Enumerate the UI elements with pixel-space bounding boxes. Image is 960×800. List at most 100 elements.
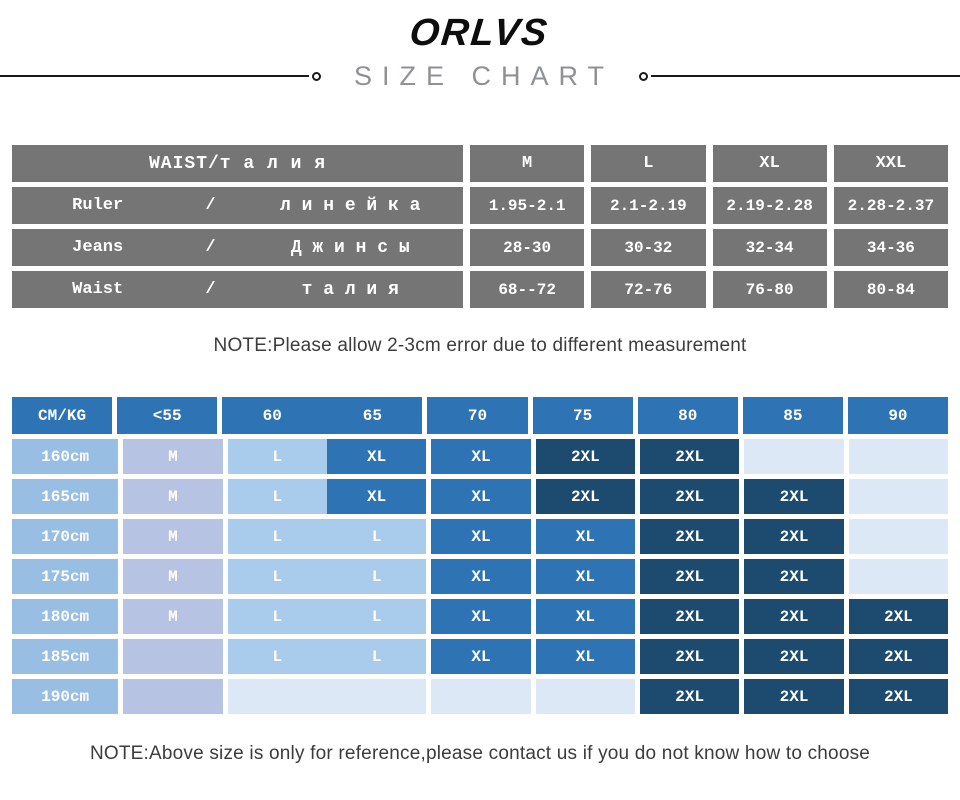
- size-cell: M: [123, 479, 223, 514]
- row-label-en: Waist: [72, 280, 124, 299]
- grid-col-header: 80: [637, 397, 738, 434]
- size-cell: [848, 439, 949, 474]
- size-cell: XL: [535, 639, 636, 674]
- size-cell: [123, 639, 223, 674]
- grid-row-label: 160cm: [12, 439, 119, 474]
- size-cell: 2XL: [744, 599, 844, 634]
- grid-col-header: 70: [427, 397, 528, 434]
- table-row-ruler: Ruler / л и н е й к а 1.95-2.1 2.1-2.19 …: [12, 187, 948, 224]
- table-row-jeans: Jeans / Д ж и н с ы 28-30 30-32 32-34 34…: [12, 229, 948, 266]
- grid-row-190cm: 190cm 2XL 2XL 2XL: [12, 679, 949, 714]
- size-cell: [431, 679, 531, 714]
- row-label-en: Ruler: [72, 196, 124, 215]
- size-cell: XL: [431, 639, 531, 674]
- table-cell: 68--72: [470, 271, 585, 308]
- size-cell: [744, 439, 844, 474]
- size-cell: [848, 519, 949, 554]
- note-reference: NOTE:Above size is only for reference,pl…: [89, 743, 871, 764]
- size-cell: XL: [535, 519, 636, 554]
- size-cell: 2XL: [744, 679, 844, 714]
- brand-logo: ORLVS: [407, 12, 551, 54]
- waist-table-header-row: WAIST/т а л и я M L XL XXL: [12, 145, 948, 182]
- table-cell: 2.1-2.19: [591, 187, 706, 224]
- size-cell: XL: [535, 599, 636, 634]
- size-cell: 2XL: [640, 599, 740, 634]
- size-cell: L: [227, 559, 327, 594]
- size-cell: [123, 679, 223, 714]
- size-col-header-l: L: [591, 145, 706, 182]
- grid-row-160cm: 160cm M L XL XL 2XL 2XL: [12, 439, 949, 474]
- size-cell: L: [326, 519, 427, 554]
- table-cell: 72-76: [591, 271, 706, 308]
- height-weight-size-grid: CM/KG <55 60 65 70 75 80 85 90 160cm M L XL XL 2XL 2XL 1…: [12, 397, 949, 714]
- title-row: SIZE CHART: [0, 61, 960, 91]
- size-cell: 2XL: [744, 519, 844, 554]
- row-label-slash: /: [205, 280, 216, 299]
- size-col-header-xl: XL: [712, 145, 827, 182]
- grid-col-header: 65: [322, 397, 423, 434]
- ring-icon-left: [311, 71, 321, 81]
- grid-row-170cm: 170cm M L L XL XL 2XL 2XL: [12, 519, 949, 554]
- size-cell: XL: [431, 599, 531, 634]
- size-cell: L: [326, 599, 427, 634]
- size-cell: 2XL: [640, 559, 740, 594]
- size-cell: 2XL: [848, 639, 949, 674]
- size-cell: 2XL: [640, 439, 740, 474]
- table-cell: 28-30: [470, 229, 585, 266]
- decorative-line-right: [651, 75, 960, 77]
- grid-row-label: 185cm: [12, 639, 119, 674]
- size-cell: M: [123, 599, 223, 634]
- size-cell: XL: [431, 559, 531, 594]
- size-col-header-xxl: XXL: [833, 145, 948, 182]
- size-cell: L: [326, 559, 427, 594]
- size-cell: M: [123, 559, 223, 594]
- table-cell: 80-84: [833, 271, 948, 308]
- table-cell: 32-34: [712, 229, 827, 266]
- size-col-header-m: M: [470, 145, 585, 182]
- grid-col-header: <55: [117, 397, 218, 434]
- size-cell: [848, 559, 949, 594]
- size-cell: M: [123, 519, 223, 554]
- size-cell: 2XL: [640, 479, 740, 514]
- row-label-slash: /: [205, 238, 216, 257]
- waist-size-table: WAIST/т а л и я M L XL XXL Ruler / л и н…: [12, 145, 948, 308]
- size-cell: 2XL: [744, 479, 844, 514]
- page-title: SIZE CHART: [353, 60, 615, 91]
- grid-col-header: CM/KG: [12, 397, 113, 434]
- row-label-jeans: Jeans / Д ж и н с ы: [12, 229, 463, 266]
- table-row-waist: Waist / т а л и я 68--72 72-76 76-80 80-…: [12, 271, 948, 308]
- size-cell: 2XL: [640, 519, 740, 554]
- grid-col-header: 90: [847, 397, 948, 434]
- table-cell: 1.95-2.1: [470, 187, 585, 224]
- size-cell: 2XL: [535, 439, 636, 474]
- grid-row-label: 165cm: [12, 479, 119, 514]
- size-cell: L: [227, 479, 327, 514]
- table-cell: 34-36: [833, 229, 948, 266]
- table-cell: 2.28-2.37: [833, 187, 948, 224]
- grid-header-row: CM/KG <55 60 65 70 75 80 85 90: [12, 397, 948, 434]
- table-cell: 30-32: [591, 229, 706, 266]
- size-cell: 2XL: [848, 599, 949, 634]
- size-cell: 2XL: [744, 559, 844, 594]
- size-cell: XL: [535, 559, 636, 594]
- size-cell: [535, 679, 636, 714]
- size-cell: 2XL: [640, 639, 740, 674]
- grid-row-label: 190cm: [12, 679, 119, 714]
- row-label-ru: л и н е й к а: [280, 195, 421, 216]
- size-cell: L: [227, 639, 327, 674]
- size-cell: XL: [431, 439, 531, 474]
- grid-row-175cm: 175cm M L L XL XL 2XL 2XL: [12, 559, 949, 594]
- grid-col-header: 75: [532, 397, 633, 434]
- grid-row-label: 175cm: [12, 559, 119, 594]
- size-cell: M: [123, 439, 223, 474]
- table-cell: 2.19-2.28: [712, 187, 827, 224]
- size-cell: XL: [326, 479, 427, 514]
- grid-row-185cm: 185cm L L XL XL 2XL 2XL 2XL: [12, 639, 949, 674]
- size-cell: 2XL: [640, 679, 740, 714]
- ring-icon-right: [639, 71, 649, 81]
- size-cell: L: [227, 439, 327, 474]
- size-cell: 2XL: [848, 679, 949, 714]
- row-label-ru: Д ж и н с ы: [290, 237, 410, 258]
- size-cell: 2XL: [744, 639, 844, 674]
